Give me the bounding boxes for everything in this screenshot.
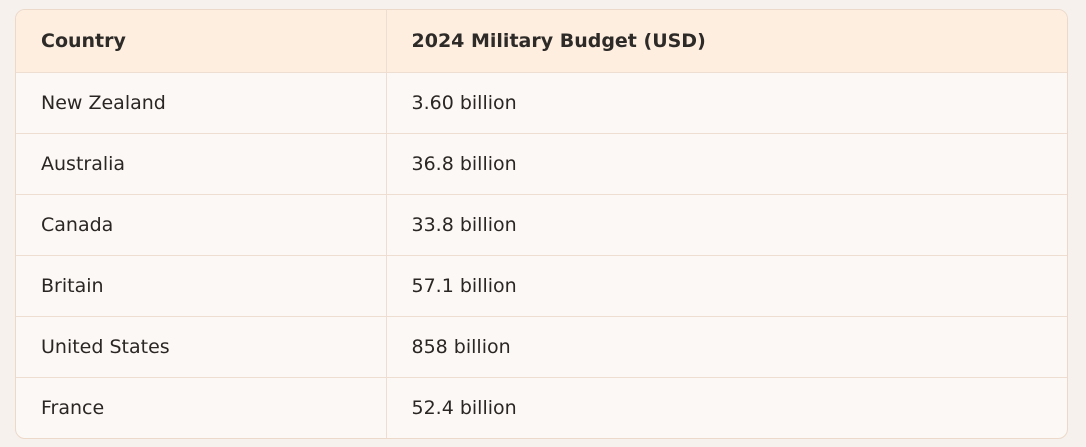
budget-cell: 36.8 billion xyxy=(411,152,517,175)
header-country: Country xyxy=(16,10,387,72)
table-row: United States 858 billion xyxy=(16,316,1067,377)
table-row: Britain 57.1 billion xyxy=(16,255,1067,316)
country-cell: Britain xyxy=(16,255,387,316)
table-row: New Zealand 3.60 billion xyxy=(16,72,1067,133)
country-cell: Australia xyxy=(16,133,387,194)
budget-table: Country 2024 Military Budget (USD) New Z… xyxy=(16,10,1067,438)
budget-cell: 33.8 billion xyxy=(411,213,517,236)
budget-table-card: Country 2024 Military Budget (USD) New Z… xyxy=(15,9,1068,439)
country-cell: Canada xyxy=(16,194,387,255)
table-row: Australia 36.8 billion xyxy=(16,133,1067,194)
country-cell: New Zealand xyxy=(16,72,387,133)
table-row: France 52.4 billion xyxy=(16,377,1067,438)
table-row: Canada 33.8 billion xyxy=(16,194,1067,255)
budget-cell: 57.1 billion xyxy=(411,274,517,297)
header-budget: 2024 Military Budget (USD) xyxy=(411,29,706,52)
budget-cell: 858 billion xyxy=(411,335,511,358)
budget-cell: 52.4 billion xyxy=(411,396,517,419)
table-header-row: Country 2024 Military Budget (USD) xyxy=(16,10,1067,72)
country-cell: United States xyxy=(16,316,387,377)
country-cell: France xyxy=(16,377,387,438)
budget-cell: 3.60 billion xyxy=(411,91,517,114)
